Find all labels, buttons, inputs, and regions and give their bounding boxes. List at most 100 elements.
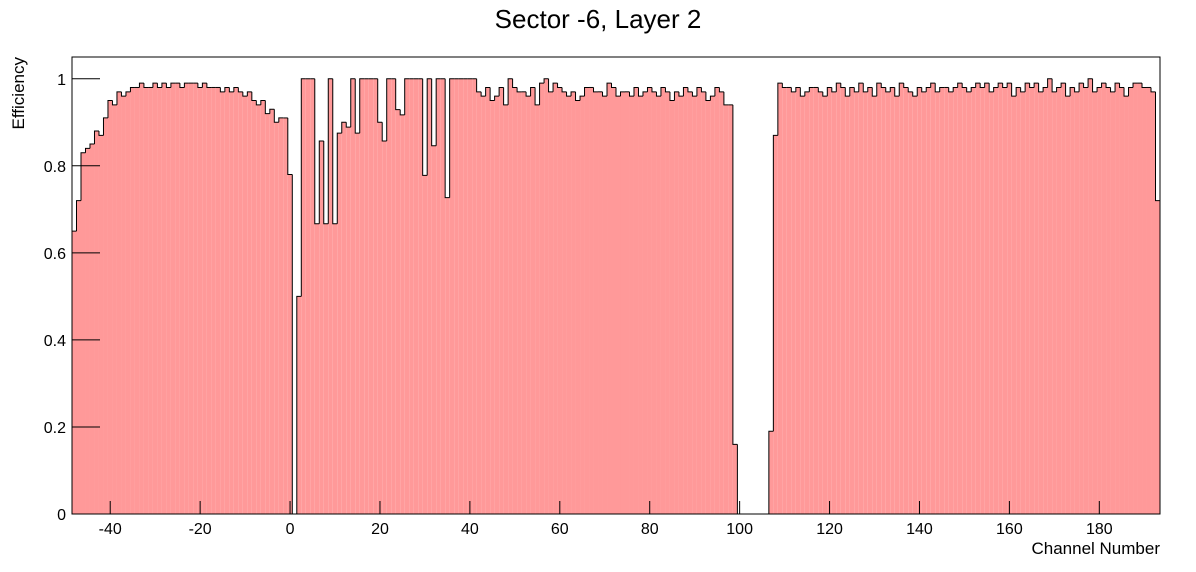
bin [921, 91, 927, 515]
bin-outline [543, 78, 549, 84]
bin [795, 87, 801, 514]
bin [939, 87, 945, 514]
bin [953, 87, 958, 514]
bin [377, 122, 383, 515]
bin [624, 91, 630, 515]
bin-outline [251, 91, 257, 102]
bin [130, 87, 135, 514]
bin [436, 78, 441, 514]
bin-outline [381, 122, 387, 142]
bin-outline [655, 91, 661, 97]
bin [175, 83, 180, 514]
bin [350, 78, 356, 514]
bin-outline [84, 147, 90, 153]
bin-outline [224, 86, 230, 92]
bin-outline [102, 117, 108, 136]
bin-outline [296, 295, 302, 514]
bin-outline [961, 83, 967, 88]
bin-outline [831, 87, 837, 93]
bin-outline [323, 141, 329, 225]
bin [872, 96, 877, 515]
bin [359, 78, 365, 514]
x-tick-label: -20 [189, 521, 212, 538]
bin [80, 152, 86, 514]
bin-outline [1087, 78, 1093, 88]
bin-outline [300, 78, 306, 297]
bin-outline [237, 87, 243, 93]
bin [157, 87, 162, 514]
x-tick-label: 100 [726, 521, 753, 538]
bin-outline [165, 83, 171, 88]
bin [103, 117, 108, 514]
bin [885, 91, 891, 515]
bin-outline [1024, 82, 1030, 92]
bin-outline [1002, 83, 1008, 88]
bin-outline [606, 82, 612, 97]
bin-outline [503, 87, 509, 106]
bin-outline [1042, 86, 1048, 92]
bin [908, 91, 913, 515]
bin-outline [1011, 83, 1017, 97]
bin [544, 78, 549, 514]
bin-outline [1096, 86, 1102, 92]
bin [548, 91, 554, 515]
bin-outline [799, 87, 805, 97]
bin-outline [687, 87, 693, 93]
bin [530, 87, 536, 514]
bin-outline [530, 86, 536, 97]
y-tick-label: 0.8 [44, 159, 66, 176]
bin-outline [129, 86, 135, 92]
bin [481, 96, 486, 515]
bin [85, 148, 90, 514]
bin-outline [116, 91, 122, 105]
bin [1061, 83, 1066, 514]
bin-outline [125, 91, 131, 97]
bin [786, 87, 792, 514]
bin-outline [984, 82, 990, 88]
bin [777, 83, 783, 514]
bin-outline [885, 87, 891, 93]
bin [926, 87, 931, 514]
bin-outline [637, 87, 643, 97]
bin [152, 83, 158, 514]
bin-outline [642, 91, 648, 97]
bin [1106, 87, 1111, 514]
bin [89, 144, 95, 515]
bin [1142, 87, 1147, 514]
bin-outline [354, 78, 360, 134]
bin [472, 78, 477, 514]
bin [287, 174, 293, 514]
bin [112, 104, 117, 514]
bin [714, 87, 720, 514]
bin [364, 78, 369, 514]
bin [445, 197, 450, 514]
bin-outline [1038, 83, 1044, 93]
bin [584, 87, 590, 514]
x-axis-label: Channel Number [1031, 539, 1160, 558]
bin [1146, 87, 1152, 514]
bin-outline [970, 86, 976, 92]
bin [247, 91, 252, 515]
bin [503, 104, 509, 514]
bin-outline [291, 174, 297, 515]
bin-outline [1123, 87, 1129, 97]
bin [616, 96, 621, 515]
bin [1052, 91, 1057, 515]
bin [535, 104, 540, 514]
bin [72, 231, 77, 514]
bin [409, 78, 414, 514]
bin-outline [903, 83, 909, 88]
bin-outline [1015, 86, 1021, 97]
bin [1155, 200, 1160, 514]
bin [998, 83, 1003, 514]
bin-outline [525, 91, 531, 97]
bin [1124, 96, 1129, 515]
bin [283, 117, 288, 514]
bin [571, 91, 576, 515]
bin [143, 87, 149, 514]
bin-outline [255, 100, 261, 106]
bin [818, 91, 823, 515]
x-tick-label: 20 [371, 521, 389, 538]
bin-outline [98, 130, 104, 136]
bin [1038, 91, 1044, 515]
